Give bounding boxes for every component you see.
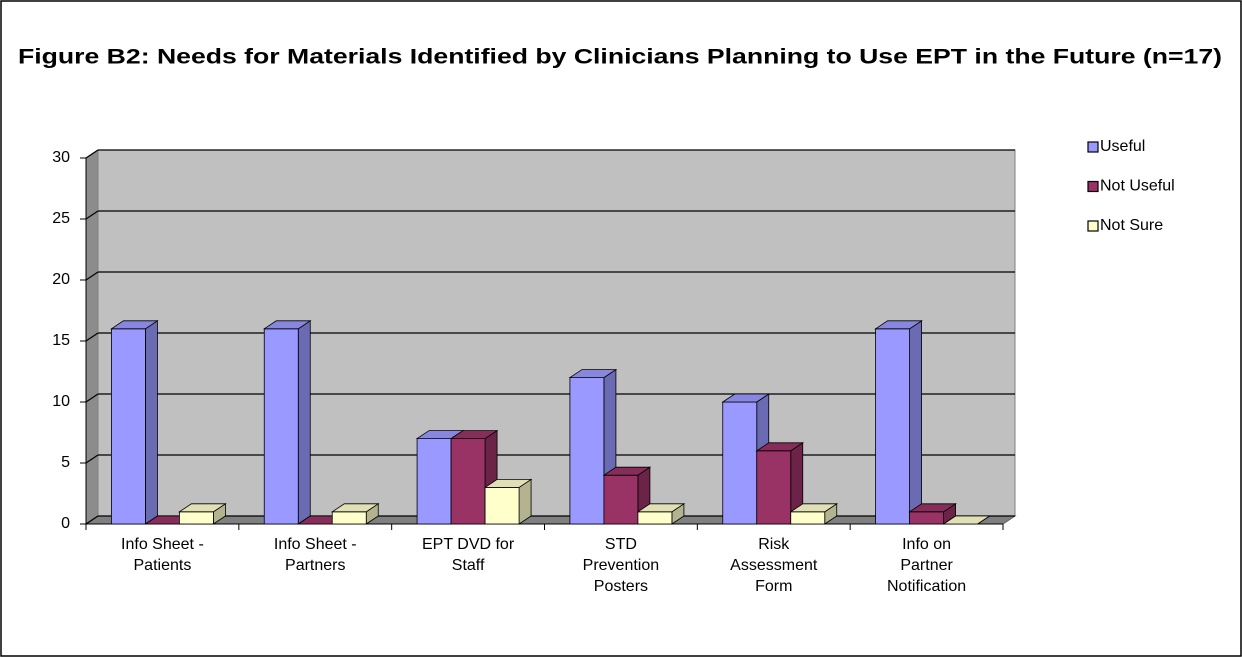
bar — [789, 503, 839, 525]
y-tick-label: 20 — [52, 271, 70, 288]
bar — [483, 478, 533, 525]
bar — [262, 320, 312, 525]
grid-line-side — [85, 271, 99, 281]
grid-line-side — [85, 515, 99, 525]
bar-top — [721, 393, 771, 403]
grid-line-side — [85, 149, 99, 159]
bar-top — [874, 320, 923, 330]
bar-top — [602, 466, 652, 476]
bar-front — [603, 474, 639, 525]
bar-side — [297, 320, 311, 525]
bar-top — [908, 503, 957, 513]
bar-side — [145, 320, 158, 525]
bar-front — [179, 511, 214, 525]
bar-front — [875, 328, 910, 525]
bar-top — [636, 503, 686, 513]
y-tick-label: 5 — [61, 454, 70, 471]
bar-front — [909, 511, 944, 525]
x-tick-label: Risk Assessment Form — [730, 536, 818, 595]
grid-line-side — [85, 210, 99, 220]
bar-top — [568, 369, 618, 379]
bar-top — [755, 442, 805, 452]
bar-top — [789, 503, 839, 513]
bar — [330, 503, 380, 525]
bar — [178, 503, 227, 525]
bar-top — [483, 478, 533, 488]
x-tick-label: Info on Partner Notification — [887, 536, 967, 595]
bar-front — [722, 401, 758, 525]
legend-label: Not Useful — [1100, 178, 1175, 195]
legend-swatch — [1087, 141, 1099, 153]
y-tick-label: 25 — [52, 210, 70, 227]
bar — [636, 503, 686, 525]
bar — [110, 320, 159, 525]
bar-top — [449, 430, 499, 440]
grid-line-side — [85, 393, 99, 403]
bar-front — [790, 511, 826, 525]
x-tick-label: Info Sheet - Patients — [121, 536, 204, 574]
bar-front — [637, 511, 673, 525]
bar-front — [756, 450, 792, 525]
bar-front — [331, 511, 367, 525]
grid-line-side — [85, 332, 99, 342]
bar-top — [178, 503, 227, 513]
x-tick-label: STD Prevention Posters — [582, 536, 660, 595]
bar-top — [942, 515, 991, 525]
y-tick-label: 0 — [61, 515, 70, 532]
legend-swatch — [1087, 180, 1099, 193]
chart-title: Figure B2: Needs for Materials Identifie… — [18, 46, 1222, 69]
x-tick-label: Info Sheet - Partners — [273, 536, 357, 574]
bar-top — [262, 320, 312, 330]
bar-front — [450, 438, 486, 525]
bar-front — [484, 486, 520, 525]
grid-line-side — [85, 454, 99, 464]
legend-swatch — [1087, 220, 1099, 232]
legend-label: Not Sure — [1100, 217, 1163, 234]
y-tick-label: 10 — [52, 393, 70, 410]
bar-top — [110, 320, 159, 330]
bar-front — [263, 328, 299, 525]
bar — [874, 320, 923, 525]
bar-front — [111, 328, 146, 525]
y-tick-label: 15 — [52, 332, 70, 349]
legend-label: Useful — [1100, 138, 1145, 155]
y-tick-label: 30 — [52, 149, 70, 166]
bar-side — [909, 320, 922, 525]
bar-front — [569, 377, 605, 525]
bar — [908, 503, 957, 525]
bar — [942, 515, 991, 525]
bar — [755, 442, 805, 525]
bar-top — [330, 503, 380, 513]
x-tick-label: EPT DVD for Staff — [421, 536, 515, 574]
bar-front — [416, 438, 452, 525]
